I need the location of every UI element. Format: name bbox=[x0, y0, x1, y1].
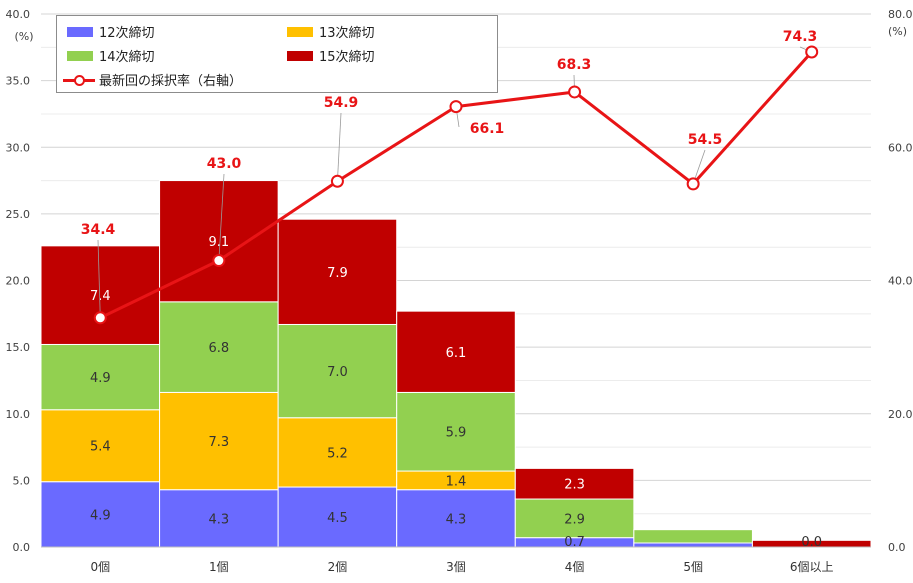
bar-segment bbox=[633, 542, 753, 548]
bar-segment bbox=[159, 301, 279, 393]
legend-label: 12次締切 bbox=[99, 26, 155, 41]
legend-swatch bbox=[67, 50, 93, 61]
bar-data-label: 4.3 bbox=[446, 512, 467, 527]
x-category-label: 5個 bbox=[683, 560, 703, 574]
x-category-label: 1個 bbox=[209, 560, 229, 574]
axes: 0.0 5.0 10.0 15.0 20.0 25.0 30.0 35.0 40.0 (%) 0.0… bbox=[6, 8, 913, 574]
rate-line: 34.4 43.0 54.9 66.1 68.3 54.5 74.3 bbox=[81, 29, 819, 325]
rate-data-label: 66.1 bbox=[470, 121, 505, 137]
bar-data-label: 6.8 bbox=[209, 341, 230, 356]
x-category-label: 2個 bbox=[328, 560, 348, 574]
rate-point bbox=[686, 177, 700, 191]
legend-label: 14次締切 bbox=[99, 50, 155, 65]
y-left-tick-label: 25.0 bbox=[6, 208, 31, 221]
bar-segment bbox=[40, 409, 161, 483]
bar-data-label: 5.2 bbox=[327, 446, 348, 461]
legend-label: 13次締切 bbox=[319, 26, 375, 41]
x-category-label: 3個 bbox=[446, 560, 466, 574]
y-left-tick-label: 20.0 bbox=[6, 275, 31, 288]
bar-data-label: 6.1 bbox=[446, 346, 467, 361]
legend: 12次締切 13次締切 14次締切 15次締切 最新回の採択率（右軸） bbox=[56, 15, 498, 93]
bar-segment bbox=[396, 489, 516, 548]
rate-data-label: 54.5 bbox=[688, 132, 723, 148]
y-right-tick-label: 0.0 bbox=[888, 541, 906, 554]
x-category-label: 6個以上 bbox=[790, 560, 834, 574]
y-left-unit-label: (%) bbox=[14, 30, 33, 43]
bar-segment bbox=[277, 218, 398, 325]
rate-data-label: 34.4 bbox=[81, 222, 116, 238]
leader-line bbox=[97, 239, 101, 318]
bar-data-label: 7.4 bbox=[90, 289, 111, 304]
rate-data-label: 43.0 bbox=[207, 156, 242, 172]
y-right-tick-label: 40.0 bbox=[888, 275, 913, 288]
bar-data-label: 1.4 bbox=[446, 474, 467, 489]
legend-item-series-3: 14次締切 bbox=[67, 46, 155, 65]
x-category-label: 4個 bbox=[565, 560, 585, 574]
bar-data-label: 5.4 bbox=[90, 440, 111, 455]
bar-segment bbox=[277, 323, 398, 419]
rate-data-label: 74.3 bbox=[783, 29, 818, 45]
bar-data-label: 4.9 bbox=[90, 508, 111, 523]
legend-item-series-1: 12次締切 bbox=[67, 22, 155, 41]
bar-segment bbox=[159, 391, 279, 491]
bar-segment bbox=[514, 467, 635, 500]
legend-item-series-2: 13次締切 bbox=[287, 22, 375, 41]
bar-segment bbox=[277, 486, 398, 548]
bar-segment bbox=[40, 245, 161, 345]
y-left-tick-label: 30.0 bbox=[6, 141, 31, 154]
rate-point bbox=[330, 174, 344, 188]
bar-data-label: 4.5 bbox=[327, 511, 348, 526]
bar-segment bbox=[396, 310, 516, 393]
bar-data-label: 7.0 bbox=[327, 365, 348, 380]
leader-line bbox=[337, 112, 342, 182]
rate-point bbox=[212, 254, 226, 268]
legend-swatch bbox=[67, 26, 93, 37]
bar-segment bbox=[40, 343, 161, 411]
bar-segment bbox=[396, 391, 516, 472]
y-left-tick-label: 10.0 bbox=[6, 408, 31, 421]
bar-segment bbox=[159, 489, 279, 548]
y-left-tick-label: 35.0 bbox=[6, 75, 31, 88]
bar-data-label: 4.3 bbox=[209, 512, 230, 527]
y-left-tick-label: 0.0 bbox=[13, 541, 31, 554]
y-right-tick-label: 20.0 bbox=[888, 408, 913, 421]
bar-segment bbox=[633, 529, 753, 544]
bar-data-label: 2.3 bbox=[564, 478, 585, 493]
bar-segment bbox=[159, 180, 279, 303]
bar-data-label: 7.3 bbox=[209, 435, 230, 450]
bar-segment bbox=[514, 498, 635, 539]
rate-point bbox=[93, 311, 107, 325]
rate-point bbox=[449, 100, 463, 114]
legend-label: 15次締切 bbox=[319, 50, 375, 65]
bar-segment bbox=[277, 417, 398, 488]
legend-item-rate-line: 最新回の採択率（右軸） bbox=[63, 70, 242, 89]
x-category-label: 0個 bbox=[90, 560, 110, 574]
rate-data-label: 68.3 bbox=[557, 57, 592, 73]
leader-line bbox=[218, 173, 225, 261]
y-left-tick-label: 40.0 bbox=[6, 8, 31, 21]
y-right-tick-label: 80.0 bbox=[888, 8, 913, 21]
rate-data-label: 54.9 bbox=[324, 95, 359, 111]
bar-data-label: 7.9 bbox=[327, 266, 348, 281]
bar-data-label: 0.0 bbox=[801, 535, 822, 550]
legend-line-swatch bbox=[63, 74, 95, 86]
rate-point bbox=[805, 45, 819, 59]
bar-data-label: 9.1 bbox=[209, 235, 230, 250]
bar-data-labels: 4.9 5.4 4.9 7.4 4.3 7.3 6.8 9.1 4.5 5.2 7.0 7.9 4.3 1… bbox=[90, 235, 822, 550]
y-right-unit-label: (%) bbox=[888, 25, 907, 38]
rate-point bbox=[568, 85, 582, 99]
y-right-tick-label: 60.0 bbox=[888, 141, 913, 154]
legend-swatch bbox=[287, 26, 313, 37]
bar-data-label: 5.9 bbox=[446, 426, 467, 441]
bar-data-label: 0.7 bbox=[564, 535, 585, 550]
bar-data-label: 4.9 bbox=[90, 371, 111, 386]
legend-swatch bbox=[287, 50, 313, 61]
legend-item-series-4: 15次締切 bbox=[287, 46, 375, 65]
y-left-tick-label: 5.0 bbox=[13, 474, 31, 487]
stacked-bars bbox=[40, 180, 872, 548]
legend-label: 最新回の採択率（右軸） bbox=[99, 74, 243, 89]
bar-data-label: 2.9 bbox=[564, 512, 585, 527]
y-left-tick-label: 15.0 bbox=[6, 341, 31, 354]
